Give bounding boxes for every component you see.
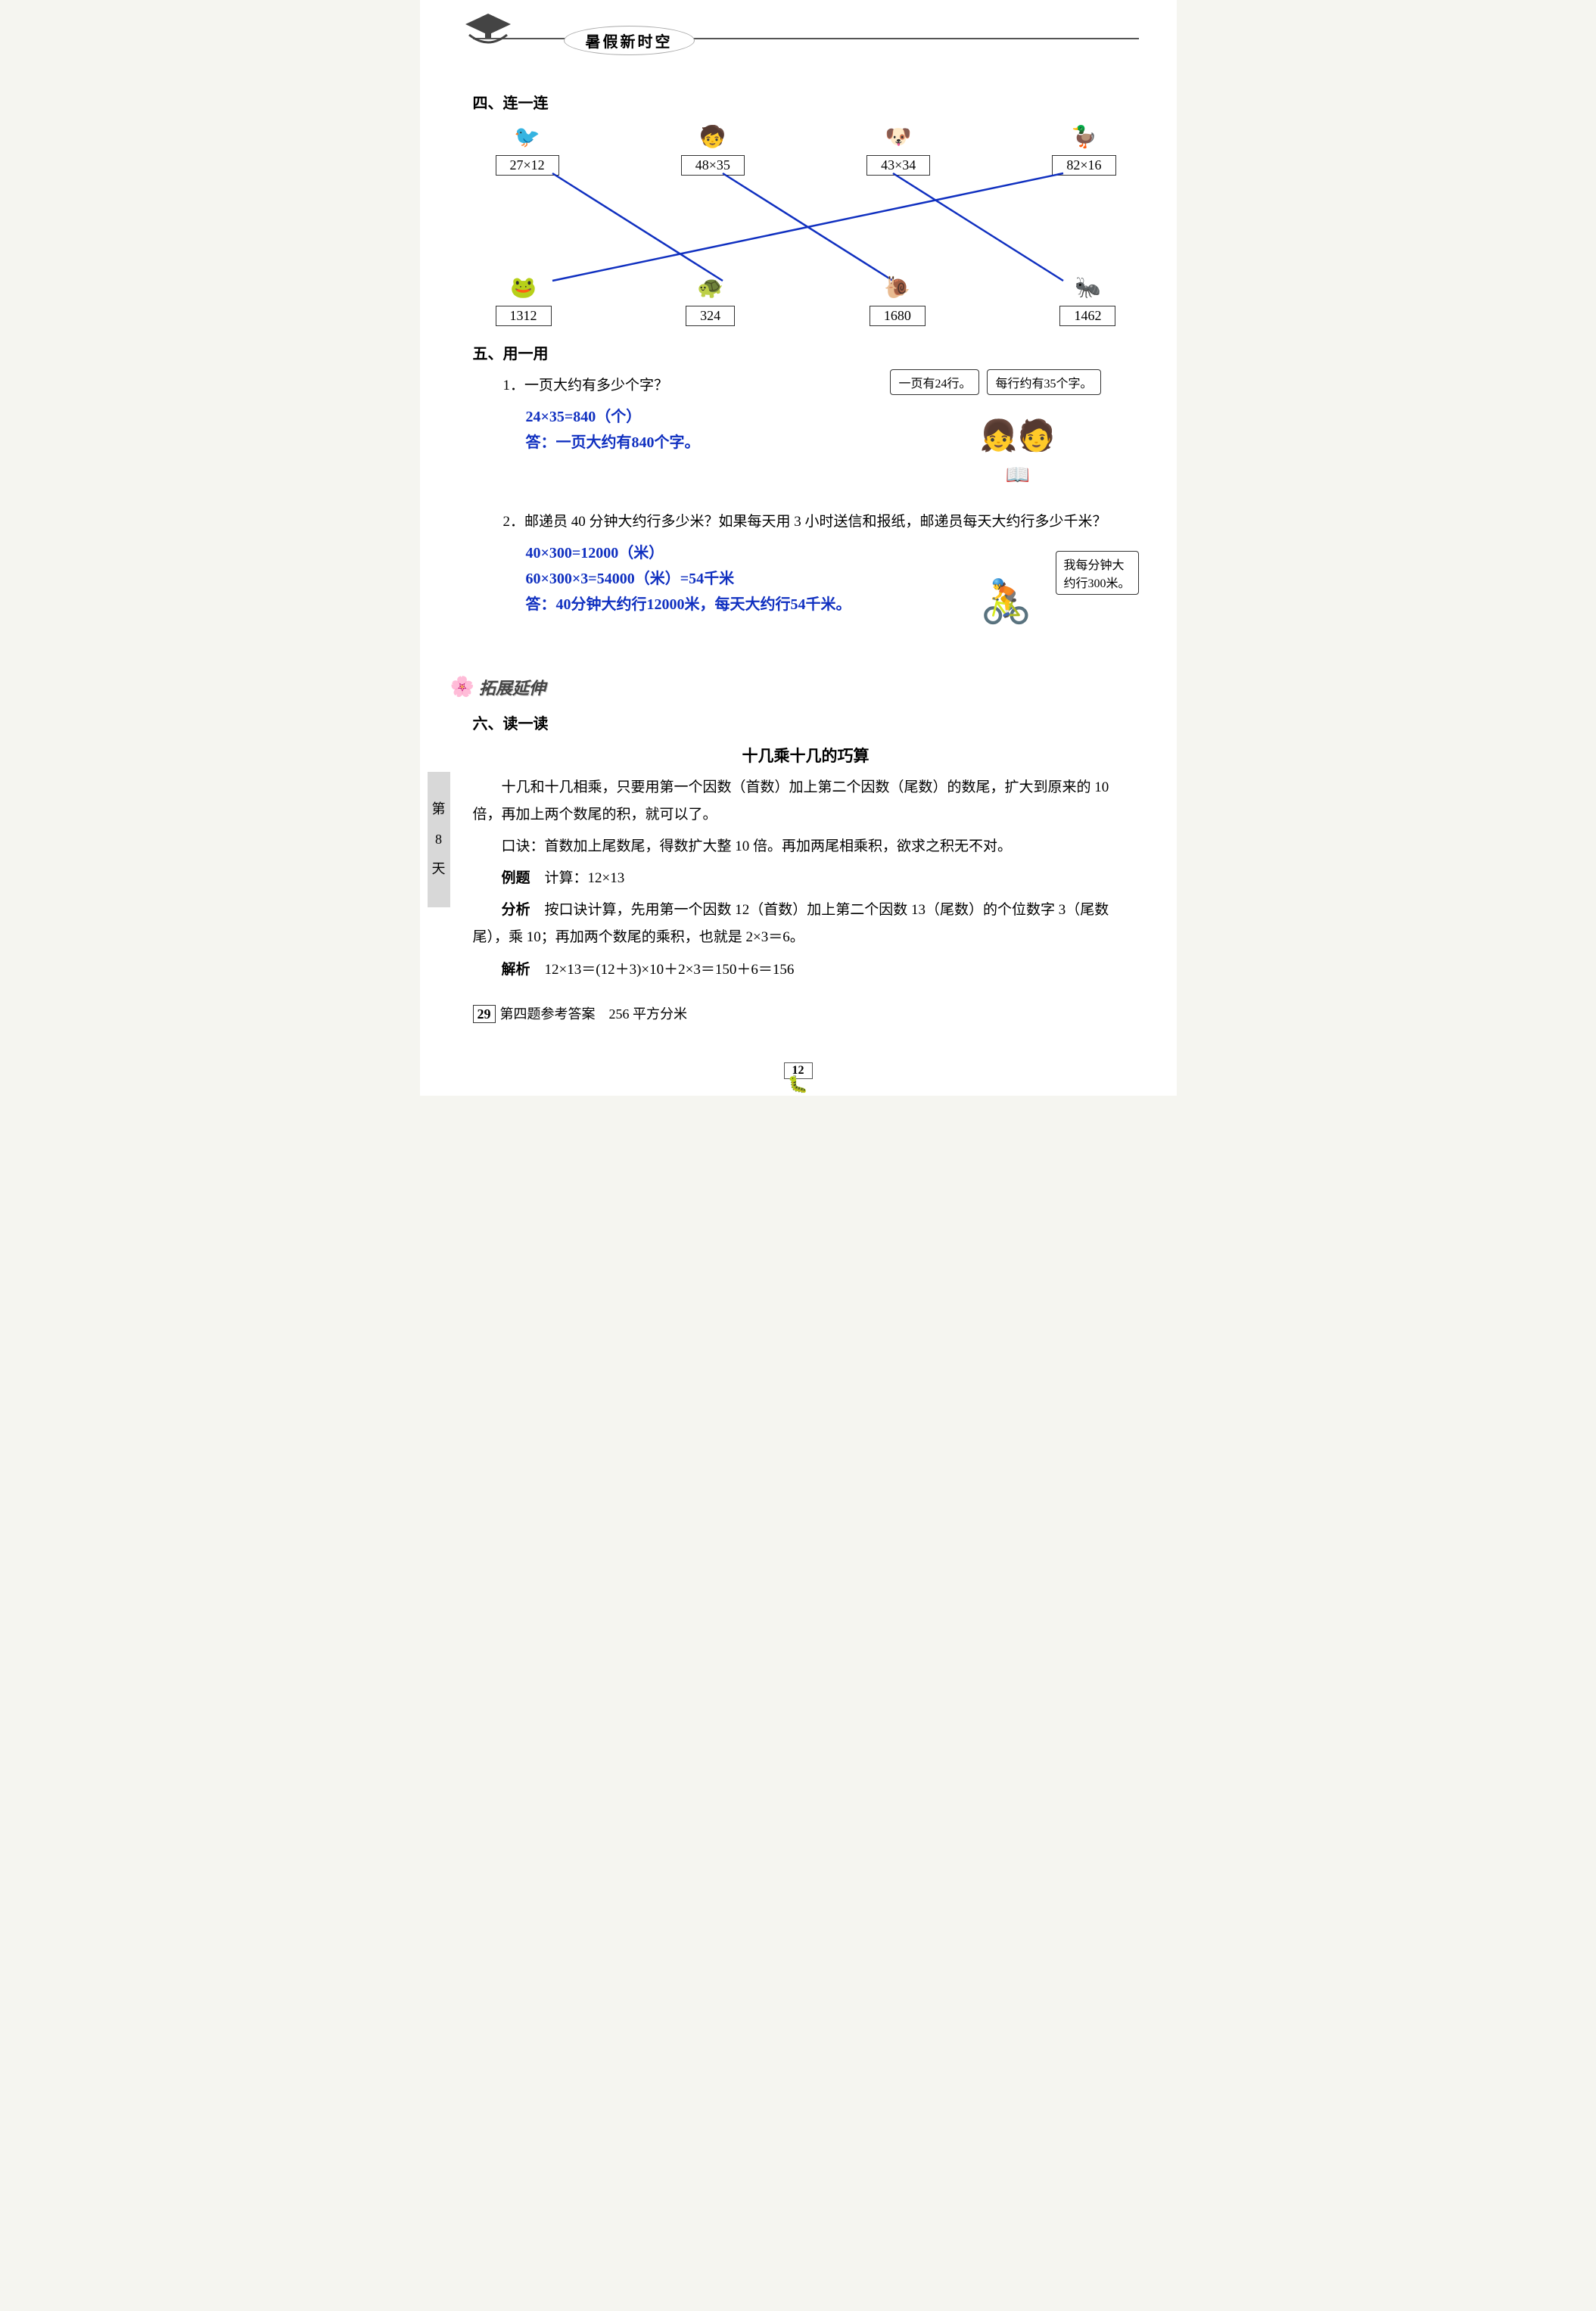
match-lines (473, 167, 1139, 288)
graduation-cap-icon (458, 8, 518, 61)
section4-title: 四、连一连 (473, 91, 1139, 113)
q2-ans1: 40×300=12000（米） (526, 540, 1139, 566)
q2-bubble: 我每分钟大约行300米。 (1056, 551, 1139, 595)
section5-title: 五、用一用 (473, 341, 1139, 363)
bird-icon: 🐦 (505, 122, 550, 152)
example-text: 计算：12×13 (545, 870, 625, 886)
solution-text: 12×13＝(12＋3)×10＋2×3＝150＋6＝156 (545, 962, 795, 978)
turtle-icon: 🐢 (688, 272, 733, 303)
question-2: 2．邮递员 40 分钟大约行多少米？如果每天用 3 小时送信和报纸，邮递员每天大… (503, 509, 1139, 660)
snail-icon: 🐌 (875, 272, 920, 303)
reading-p1: 十几和十几相乘，只要用第一个因数（首数）加上第二个因数（尾数）的数尾，扩大到原来… (473, 774, 1139, 829)
reading-example: 例题 计算：12×13 (473, 865, 1139, 892)
match-val-2: 1680 (870, 306, 926, 326)
match-bot-3: 🐜 1462 (1059, 272, 1115, 326)
extension-label: 拓展延伸 (479, 675, 546, 699)
day-tab: 第 8 天 (428, 772, 450, 907)
page-header: 暑假新时空 (473, 15, 1139, 68)
answer-ref-text: 第四题参考答案 256 平方分米 (500, 1006, 688, 1022)
match-bot-1: 🐢 324 (686, 272, 735, 326)
matching-diagram: 🐦 27×12 🧒 48×35 🐶 43×34 🦆 82×16 🐸 1312 (473, 122, 1139, 326)
analysis-label: 分析 (502, 902, 530, 918)
dog-icon: 🐶 (876, 122, 921, 152)
q2-ans3: 答：40分钟大约行12000米，每天大约行54千米。 (526, 592, 919, 617)
q1-bubble2: 每行约有35个字。 (987, 369, 1100, 395)
match-val-0: 1312 (496, 306, 552, 326)
match-val-3: 1462 (1059, 306, 1115, 326)
day-tab-l1: 第 (431, 795, 447, 825)
day-tab-l2: 8 (431, 825, 447, 855)
answer-ref-num: 29 (473, 1005, 496, 1023)
day-tab-l3: 天 (431, 854, 447, 885)
q2-ans2: 60×300×3=54000（米）=54千米 (526, 566, 1139, 592)
duck-icon: 🦆 (1061, 122, 1106, 152)
boy-icon: 🧒 (690, 122, 736, 152)
reading-subtitle: 十几乘十几的巧算 (473, 744, 1139, 767)
flower-icon: 🌸 (450, 676, 474, 698)
match-bot-2: 🐌 1680 (870, 272, 926, 326)
question-1: 1．一页大约有多少个字？ 一页有24行。 每行约有35个字。 👧🧑📖 24×35… (503, 372, 1139, 493)
reading-solution: 解析 12×13＝(12＋3)×10＋2×3＝150＋6＝156 (473, 956, 1139, 984)
q1-bubbles: 一页有24行。 每行约有35个字。 (890, 369, 1100, 395)
bicycle-icon: 🚴 (980, 577, 1033, 627)
q2-prompt: 2．邮递员 40 分钟大约行多少米？如果每天用 3 小时送信和报纸，邮递员每天大… (503, 509, 1124, 536)
solution-label: 解析 (502, 962, 530, 978)
page: 暑假新时空 四、连一连 🐦 27×12 🧒 48×35 🐶 43×34 🦆 82… (420, 0, 1177, 1096)
frog-icon: 🐸 (501, 272, 546, 303)
ant-icon: 🐜 (1065, 272, 1110, 303)
section6-title: 六、读一读 (473, 711, 1139, 733)
analysis-text: 按口诀计算，先用第一个因数 12（首数）加上第二个因数 13（尾数）的个位数字 … (473, 902, 1109, 945)
reading-analysis: 分析 按口诀计算，先用第一个因数 12（首数）加上第二个因数 13（尾数）的个位… (473, 897, 1139, 951)
reading-p2: 口诀：首数加上尾数尾，得数扩大整 10 倍。再加两尾相乘积，欲求之积无不对。 (473, 833, 1139, 860)
answer-reference: 29第四题参考答案 256 平方分米 (473, 1003, 1139, 1023)
example-label: 例题 (502, 870, 530, 886)
match-val-1: 324 (686, 306, 735, 326)
q1-bubble1: 一页有24行。 (890, 369, 979, 395)
q2-bubble-row: 我每分钟大约行300米。 (1056, 551, 1139, 595)
extension-banner: 🌸 拓展延伸 (450, 675, 1139, 699)
caterpillar-icon: 🐛 (788, 1075, 808, 1094)
book-title: 暑假新时空 (564, 26, 695, 55)
match-bot-0: 🐸 1312 (496, 272, 552, 326)
match-bot-row: 🐸 1312 🐢 324 🐌 1680 🐜 1462 (473, 272, 1139, 326)
kids-icon: 👧🧑📖 (980, 418, 1056, 489)
